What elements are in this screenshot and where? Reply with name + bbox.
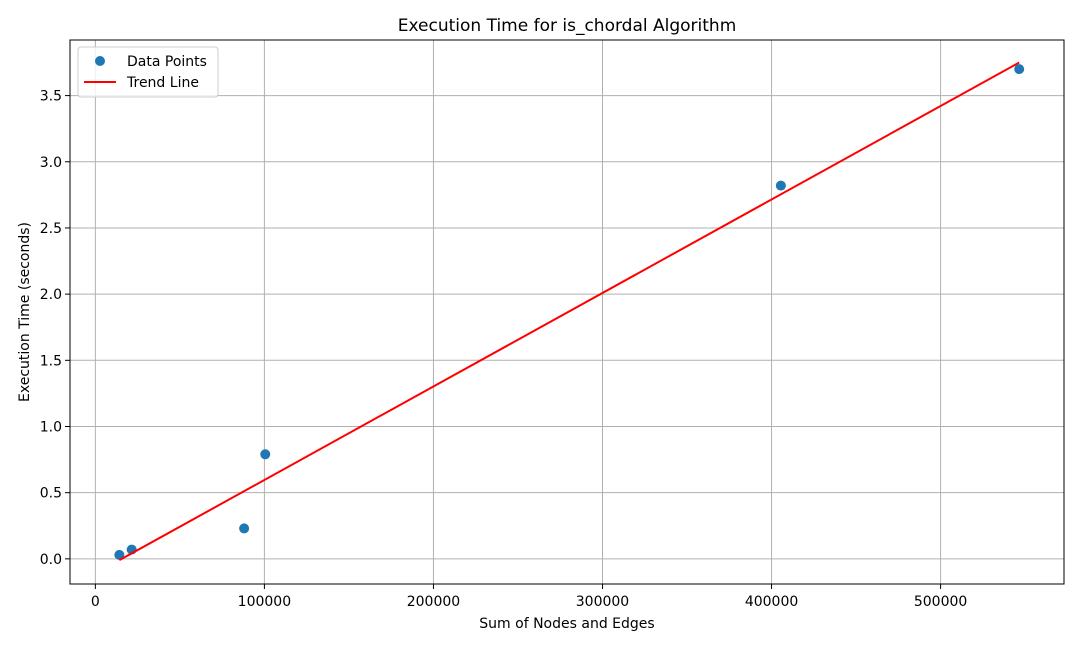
axis-ticks: 0 100000 200000 300000 400000 500000 0.0 0.5 1.0…: [40, 89, 968, 610]
y-tick-label: 3.5: [40, 89, 62, 105]
data-point: [239, 523, 250, 534]
y-tick-label: 3.0: [40, 155, 62, 171]
legend: Data Points Trend Line: [77, 46, 219, 98]
legend-label-data-points: Data Points: [127, 54, 207, 70]
x-tick-label: 300000: [576, 594, 629, 610]
data-point: [114, 549, 125, 560]
y-tick-label: 0.5: [40, 486, 62, 502]
x-axis-title: Sum of Nodes and Edges: [479, 616, 654, 632]
x-tick-label: 100000: [238, 594, 291, 610]
data-point: [775, 180, 786, 191]
x-tick-label: 0: [91, 594, 100, 610]
plot-frame: [69, 39, 1065, 585]
y-tick-label: 1.5: [40, 353, 62, 369]
legend-label-trend-line: Trend Line: [126, 75, 199, 91]
data-point: [260, 449, 271, 460]
trend-line: [118, 61, 1020, 562]
y-tick-label: 0.0: [40, 552, 62, 568]
series: [114, 61, 1025, 562]
legend-box: [77, 46, 219, 98]
y-axis-title: Execution Time (seconds): [17, 222, 33, 402]
y-tick-label: 2.0: [40, 287, 62, 303]
y-tick-label: 2.5: [40, 221, 62, 237]
legend-marker-data-points: [95, 56, 105, 66]
y-tick-label: 1.0: [40, 419, 62, 435]
chart-title: Execution Time for is_chordal Algorithm: [398, 16, 737, 36]
x-tick-label: 400000: [745, 594, 798, 610]
grid: [70, 40, 1064, 584]
x-tick-label: 200000: [407, 594, 460, 610]
data-point: [1014, 64, 1025, 75]
x-tick-label: 500000: [914, 594, 967, 610]
